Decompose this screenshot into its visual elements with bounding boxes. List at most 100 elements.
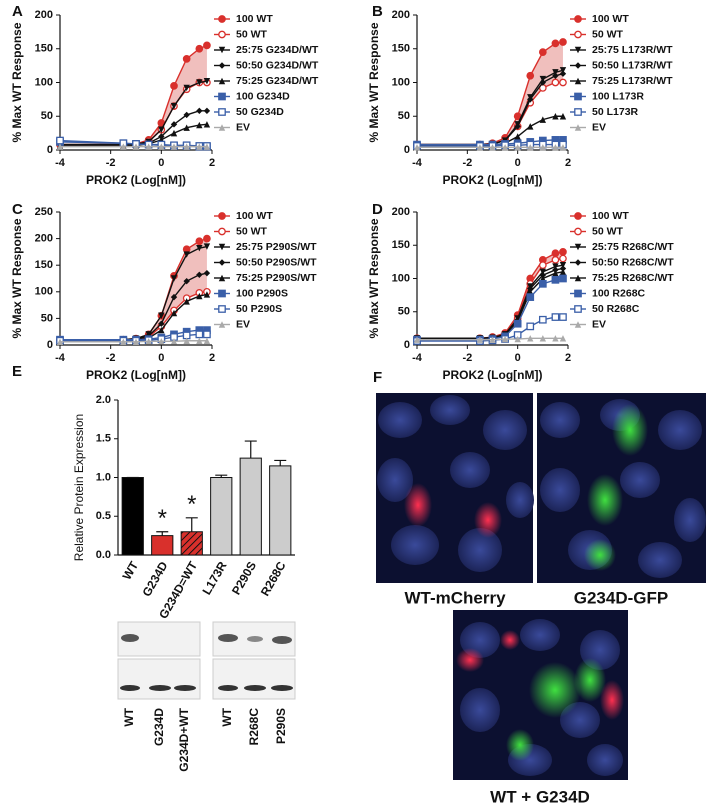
panel-label: E: [12, 363, 22, 380]
x-tick-label: 0: [158, 157, 164, 169]
bar: [121, 477, 144, 556]
point: [120, 143, 127, 150]
point: [196, 244, 203, 252]
point: [413, 144, 421, 151]
point: [158, 326, 165, 334]
point: [559, 335, 567, 342]
legend-label: 100 WT: [592, 210, 629, 222]
point: [170, 309, 178, 317]
legend-label: EV: [236, 318, 250, 330]
y-tick-label: 0: [404, 144, 410, 156]
legend-label: 100 WT: [592, 13, 629, 25]
significance-mark: *: [158, 505, 167, 532]
micrograph-wt-mcherry: [376, 393, 534, 583]
error-bar: [156, 531, 169, 536]
point: [203, 143, 211, 150]
panel-label: B: [372, 3, 383, 20]
point: [183, 337, 190, 344]
bar: [239, 457, 262, 556]
point: [203, 291, 211, 298]
legend-marker: [218, 259, 226, 266]
series-line: [417, 73, 564, 146]
legend-marker: [574, 92, 582, 101]
point: [559, 254, 567, 263]
y-tick-label: 100: [392, 272, 410, 284]
y-tick-label: 50: [398, 110, 410, 122]
x-tick-label: -4: [55, 157, 66, 169]
point: [552, 113, 559, 120]
legend-label: 100 G234D: [236, 90, 290, 102]
legend-label: 100 WT: [236, 13, 273, 25]
series-line: [60, 80, 208, 146]
legend-label: 50:50 R268C/WT: [592, 256, 674, 268]
point: [551, 313, 560, 321]
point: [538, 48, 547, 56]
point: [120, 338, 127, 346]
point: [526, 322, 535, 331]
point: [170, 102, 178, 110]
point: [158, 143, 165, 150]
point: [183, 277, 190, 285]
point: [538, 261, 547, 270]
point: [195, 330, 204, 339]
legend-marker: [574, 46, 582, 54]
point: [132, 338, 140, 346]
significance-mark: *: [187, 491, 196, 518]
point: [514, 133, 521, 140]
point: [203, 41, 211, 50]
bar: [151, 535, 174, 556]
point: [559, 262, 567, 269]
y-tick-label: 150: [35, 43, 53, 55]
legend-label: 50:50 G234D/WT: [236, 59, 319, 71]
point: [551, 256, 560, 264]
point: [196, 271, 203, 278]
legend-label: 75:25 P290S/WT: [236, 272, 317, 284]
legend-label: 100 R268C: [592, 287, 646, 299]
point: [183, 84, 190, 92]
y-axis-title: % Max WT Response: [367, 218, 381, 338]
point: [551, 275, 560, 284]
point: [196, 292, 203, 300]
legend-marker: [574, 124, 582, 131]
error-bar: [215, 474, 228, 478]
point: [514, 144, 521, 151]
y-tick-label: 0: [47, 339, 53, 351]
point: [170, 129, 178, 137]
x-tick-label: -2: [462, 352, 472, 364]
point: [56, 136, 64, 145]
x-tick-label: 2: [209, 352, 215, 364]
lane-label: R268C: [247, 708, 261, 746]
lane-label: WT: [122, 707, 136, 726]
point: [559, 38, 567, 46]
point: [56, 338, 64, 346]
panel-label: A: [12, 3, 23, 20]
point: [183, 298, 190, 305]
point: [501, 144, 509, 151]
legend-marker: [574, 212, 582, 220]
point: [539, 271, 547, 279]
legend-label: 50:50 P290S/WT: [236, 256, 317, 268]
legend-label: 50 WT: [236, 225, 268, 237]
x-tick-label: R268C: [258, 559, 289, 599]
point: [527, 335, 534, 342]
legend-marker: [574, 274, 582, 282]
series-line: [417, 277, 564, 341]
legend-marker: [218, 243, 226, 251]
point: [552, 72, 559, 79]
legend-label: 25:75 R268C/WT: [592, 241, 674, 253]
y-tick-label: 100: [392, 76, 410, 88]
y-tick-label: 0.5: [96, 510, 111, 522]
point: [552, 335, 559, 342]
x-tick-label: 0: [515, 352, 521, 364]
legend-marker: [218, 124, 226, 131]
y-tick-label: 1.5: [96, 433, 111, 445]
x-tick-label: -2: [106, 157, 116, 169]
point: [158, 133, 165, 140]
legend-marker: [218, 62, 226, 69]
legend-marker: [218, 289, 226, 298]
point: [196, 143, 203, 150]
x-tick-label: -4: [55, 352, 66, 364]
x-tick-label: -2: [462, 157, 472, 169]
legend-marker: [218, 227, 226, 236]
